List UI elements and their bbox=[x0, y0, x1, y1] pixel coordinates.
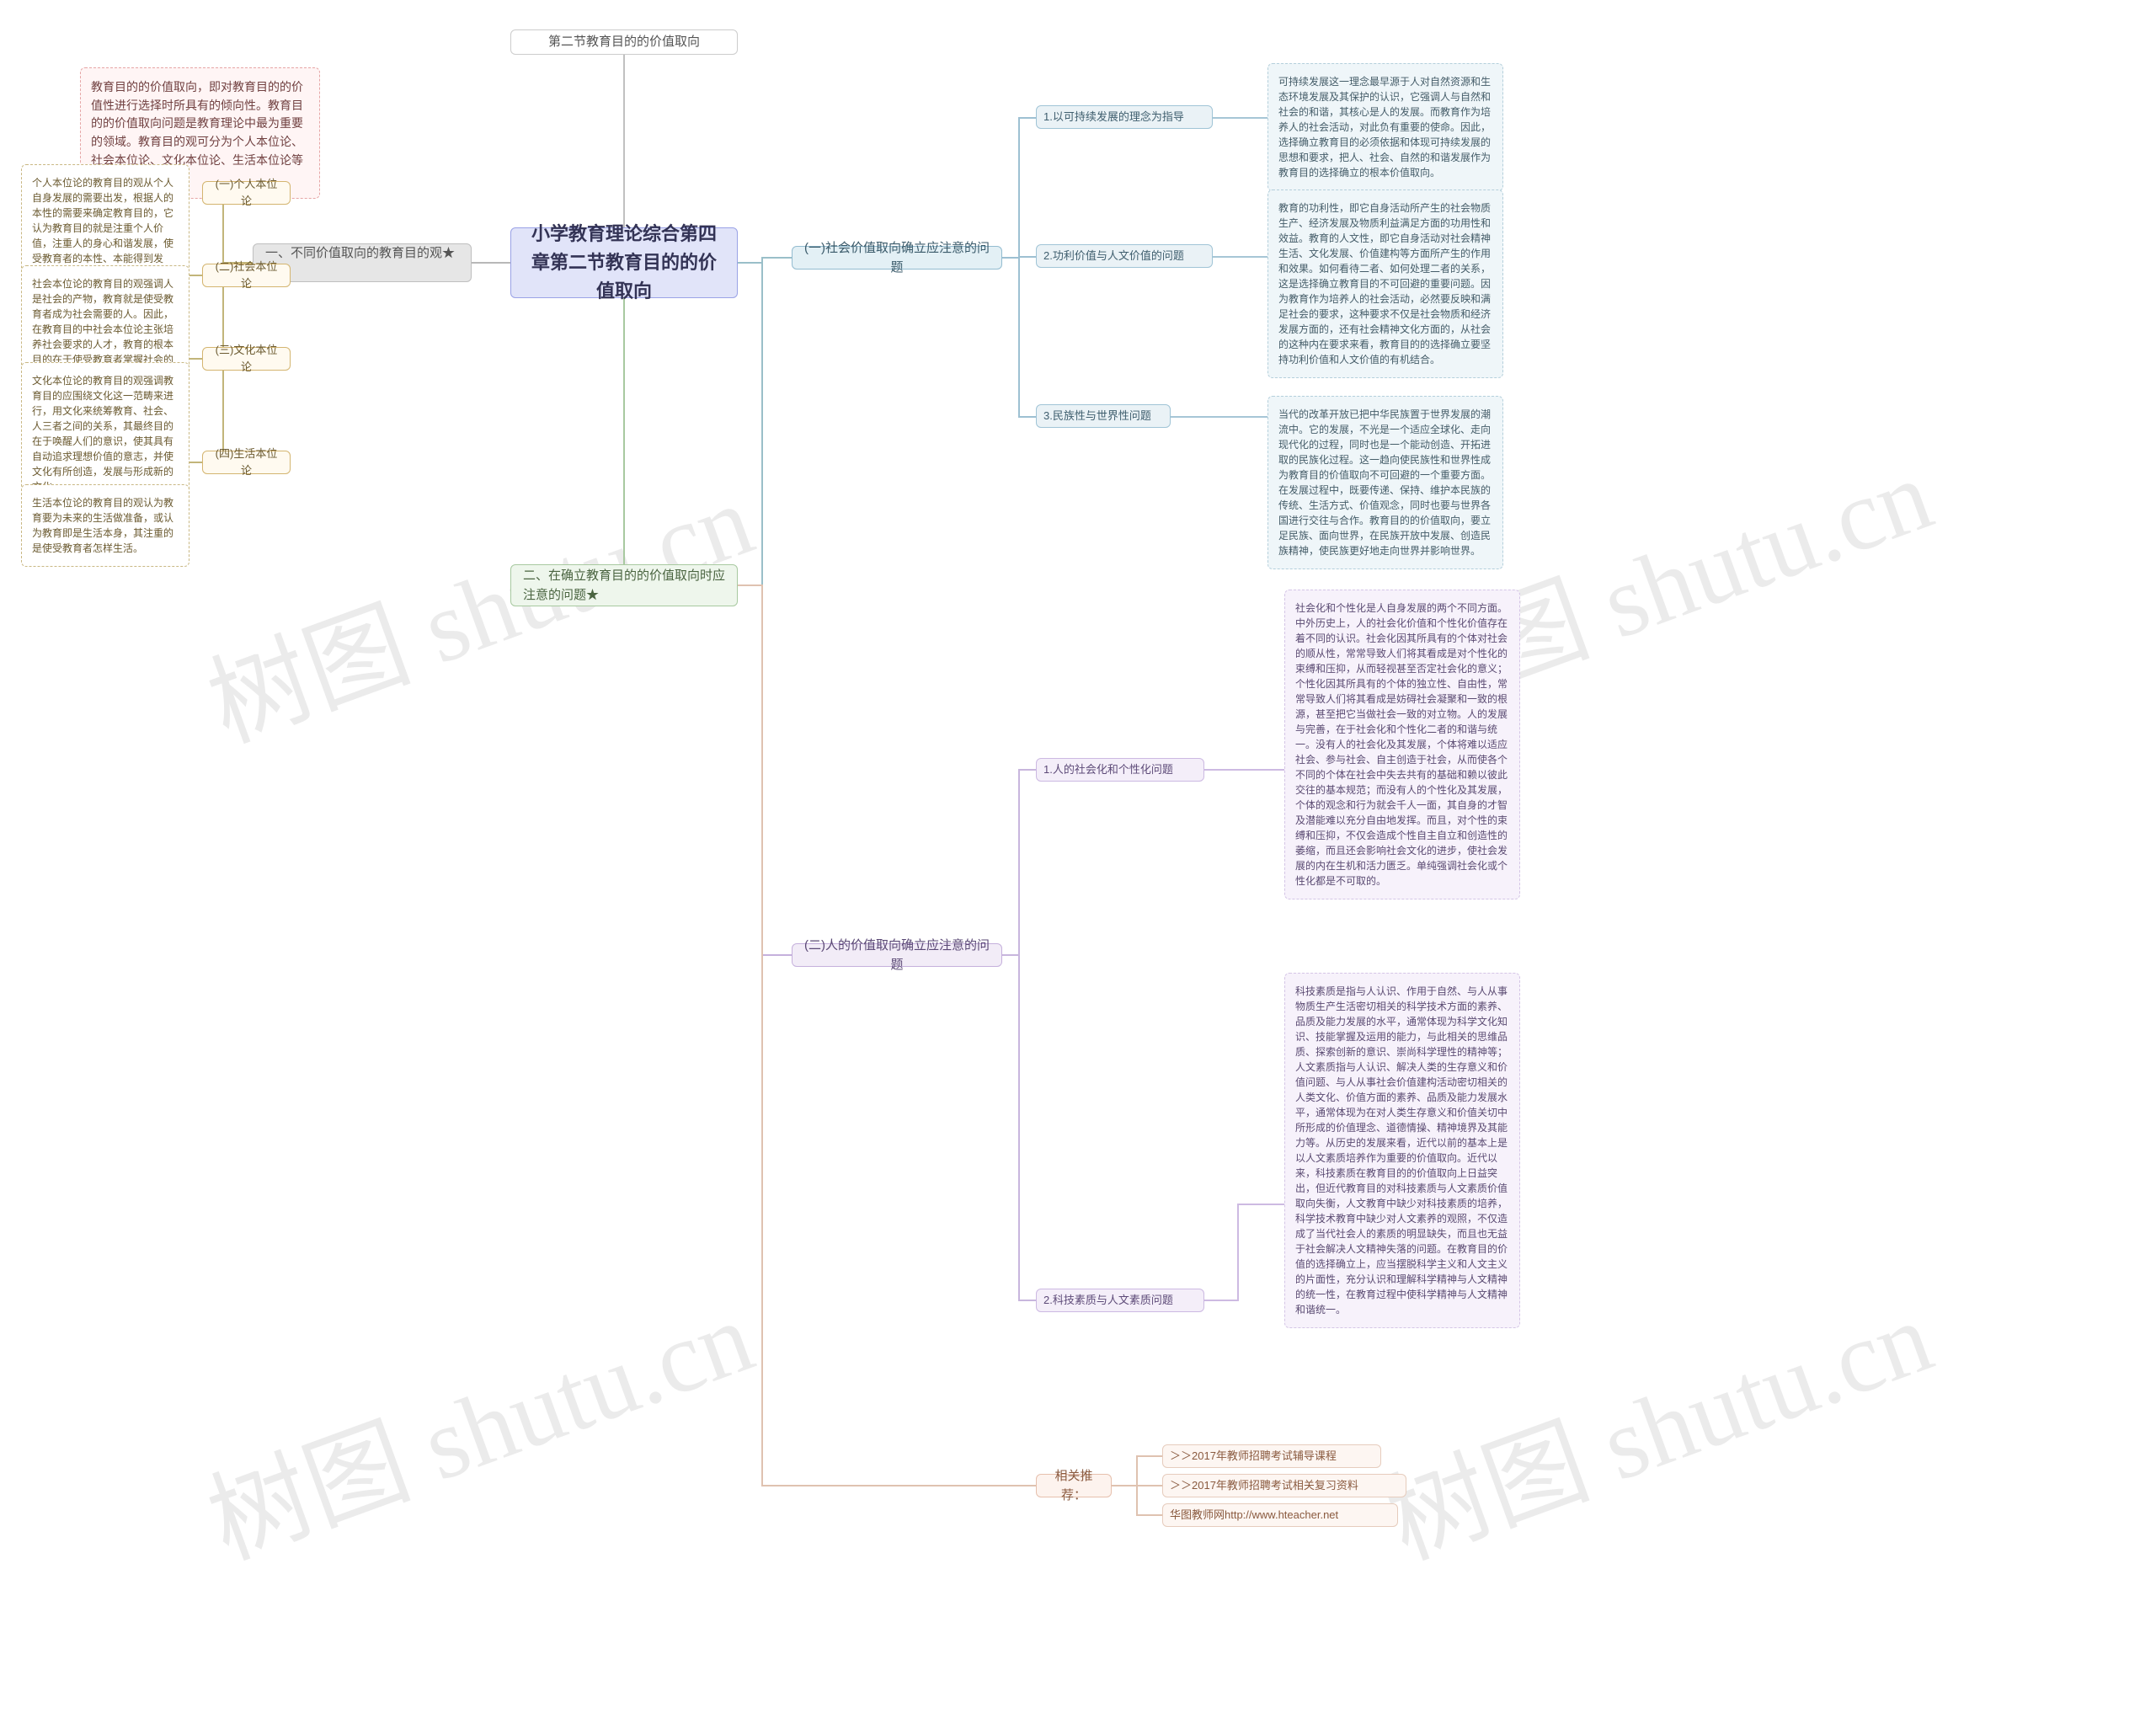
related-item-1: ＞＞2017年教师招聘考试相关复习资料 bbox=[1162, 1474, 1406, 1497]
center-topic: 小学教育理论综合第四章第二节教育目的的价值取向 bbox=[510, 227, 738, 298]
branch1-child-tag-3: (四)生活本位论 bbox=[202, 451, 291, 474]
group2-label: (二)人的价值取向确立应注意的问题 bbox=[792, 943, 1002, 967]
group2-item-desc-0: 社会化和个性化是人自身发展的两个不同方面。中外历史上，人的社会化价值和个性化价值… bbox=[1284, 590, 1520, 899]
watermark-1: 树图 shutu.cn bbox=[186, 1255, 769, 1587]
branch1-child-tag-2: (三)文化本位论 bbox=[202, 347, 291, 371]
group2-item-tag-0: 1.人的社会化和个性化问题 bbox=[1036, 758, 1204, 782]
related-label: 相关推荐： bbox=[1036, 1474, 1112, 1497]
branch1-child-desc-3: 生活本位论的教育目的观认为教育要为未来的生活做准备，或认为教育即是生活本身，其注… bbox=[21, 484, 189, 567]
group1-item-desc-0: 可持续发展这一理念最早源于人对自然资源和生态环境发展及其保护的认识，它强调人与自… bbox=[1267, 63, 1503, 191]
group1-label: (一)社会价值取向确立应注意的问题 bbox=[792, 246, 1002, 270]
group1-item-tag-2: 3.民族性与世界性问题 bbox=[1036, 404, 1171, 428]
group2-item-desc-1: 科技素质是指与人认识、作用于自然、与人从事物质生产生活密切相关的科学技术方面的素… bbox=[1284, 973, 1520, 1328]
group1-item-tag-0: 1.以可持续发展的理念为指导 bbox=[1036, 105, 1213, 129]
related-item-2: 华图教师网http://www.hteacher.net bbox=[1162, 1503, 1398, 1527]
group1-item-desc-1: 教育的功利性，即它自身活动所产生的社会物质生产、经济发展及物质利益满足方面的功用… bbox=[1267, 189, 1503, 378]
branch2-label: 二、在确立教育目的的价值取向时应注意的问题★ bbox=[510, 564, 738, 606]
related-item-0: ＞＞2017年教师招聘考试辅导课程 bbox=[1162, 1444, 1381, 1468]
branch1-child-tag-1: (二)社会本位论 bbox=[202, 264, 291, 287]
branch1-child-tag-0: (一)个人本位论 bbox=[202, 181, 291, 205]
group1-item-tag-1: 2.功利价值与人文价值的问题 bbox=[1036, 244, 1213, 268]
group1-item-desc-2: 当代的改革开放已把中华民族置于世界发展的潮流中。它的发展，不光是一个适应全球化、… bbox=[1267, 396, 1503, 569]
group2-item-tag-1: 2.科技素质与人文素质问题 bbox=[1036, 1289, 1204, 1312]
section-title: 第二节教育目的的价值取向 bbox=[510, 29, 738, 55]
